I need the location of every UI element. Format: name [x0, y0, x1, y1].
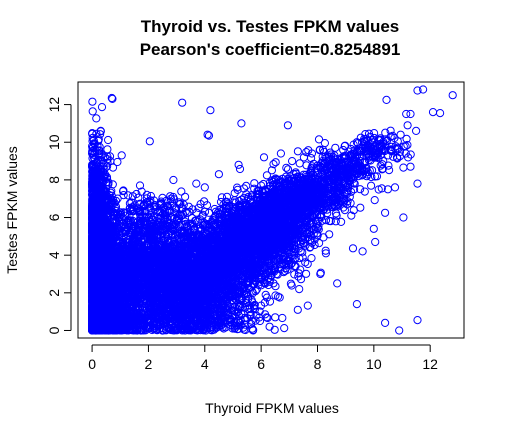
- data-point: [103, 145, 112, 154]
- data-point: [104, 135, 113, 145]
- chart-subtitle: Pearson's coefficient=0.8254891: [140, 40, 401, 59]
- data-point: [96, 130, 105, 139]
- chart-title: Thyroid vs. Testes FPKM values: [141, 17, 400, 36]
- data-point: [88, 107, 97, 116]
- data-point: [96, 126, 105, 135]
- data-points: [88, 85, 457, 335]
- data-point: [92, 114, 101, 123]
- data-point: [105, 152, 115, 161]
- data-point: [97, 103, 107, 112]
- data-point: [88, 129, 97, 138]
- data-point: [88, 97, 97, 106]
- data-point: [92, 129, 101, 138]
- data-point: [97, 150, 106, 159]
- data-point: [103, 152, 112, 161]
